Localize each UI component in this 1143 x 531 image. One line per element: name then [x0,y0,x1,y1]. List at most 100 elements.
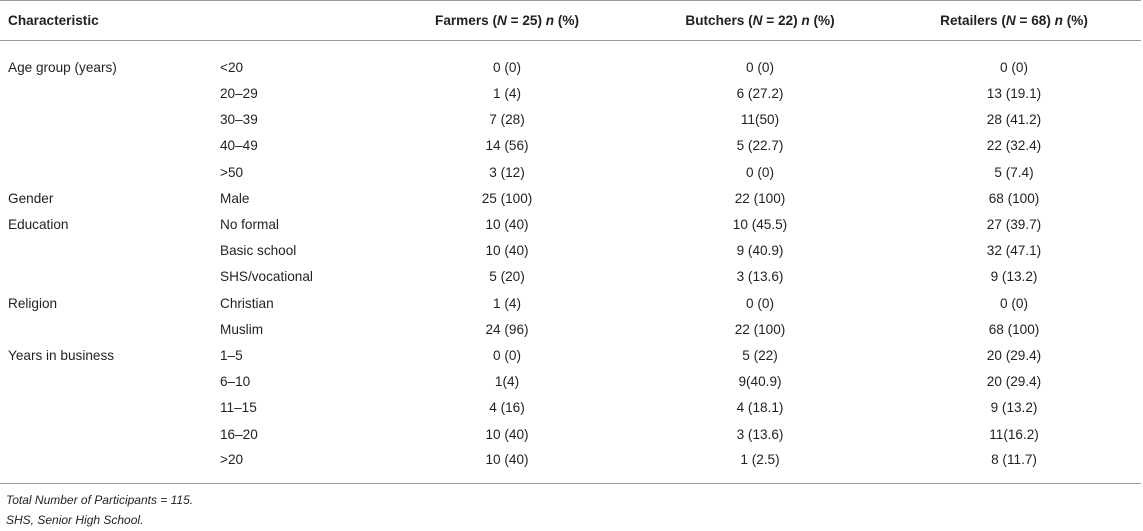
category-cell: Male [220,190,250,206]
table-row: Gender Male 25 (100) 22 (100) 68 (100) [0,185,1141,211]
table-row: 20–29 1 (4) 6 (27.2) 13 (19.1) [0,81,1141,107]
table-row: SHS/vocational 5 (20) 3 (13.6) 9 (13.2) [0,264,1141,290]
category-cell: 6–10 [220,374,251,390]
butchers-cell: 1 (2.5) [740,452,780,468]
retailers-cell: 20 (29.4) [986,347,1042,363]
retailers-cell: 0 (0) [1000,295,1028,311]
retailers-cell: 20 (29.4) [986,374,1042,390]
category-cell: Muslim [220,321,264,337]
table-row: Religion Christian 1 (4) 0 (0) 0 (0) [0,290,1141,316]
farmers-cell: 1 (4) [493,295,521,311]
table-row: >50 3 (12) 0 (0) 5 (7.4) [0,159,1141,185]
category-cell: 20–29 [220,86,258,102]
table-row: Basic school 10 (40) 9 (40.9) 32 (47.1) [0,238,1141,264]
retailers-cell: 13 (19.1) [986,86,1042,102]
retailers-cell: 68 (100) [988,190,1040,206]
retailers-cell: 27 (39.7) [986,217,1042,233]
characteristic-cell: Education [8,217,69,233]
retailers-cell: 0 (0) [1000,60,1028,76]
header-characteristic: Characteristic [8,13,99,28]
category-cell: >20 [220,452,244,468]
characteristic-cell [0,238,209,264]
butchers-cell: 11(50) [740,112,780,128]
farmers-cell: 0 (0) [493,347,521,363]
table-row: Muslim 24 (96) 22 (100) 68 (100) [0,316,1141,342]
farmers-cell: 10 (40) [485,243,529,259]
table-row: 30–39 7 (28) 11(50) 28 (41.2) [0,107,1141,133]
retailers-cell: 22 (32.4) [986,138,1042,154]
table-row: Years in business 1–5 0 (0) 5 (22) 20 (2… [0,342,1141,368]
retailers-cell: 9 (13.2) [990,269,1038,285]
farmers-cell: 0 (0) [493,60,521,76]
butchers-cell: 5 (22.7) [736,138,784,154]
category-cell: SHS/vocational [220,269,313,285]
butchers-cell: 0 (0) [746,60,774,76]
butchers-cell: 5 (22) [742,347,778,363]
characteristic-cell: Religion [8,295,58,311]
retailers-cell: 28 (41.2) [986,112,1042,128]
butchers-cell: 3 (13.6) [736,269,784,285]
header-farmers: Farmers (N = 25) n (%) [435,13,579,28]
farmers-cell: 1 (4) [493,86,521,102]
retailers-cell: 8 (11.7) [991,452,1037,468]
characteristic-cell [0,369,209,395]
characteristic-cell [0,81,209,107]
category-cell: 30–39 [220,112,258,128]
farmers-cell: 1(4) [494,374,520,390]
retailers-cell: 9 (13.2) [990,400,1038,416]
characteristic-cell [0,447,209,483]
table-row: Education No formal 10 (40) 10 (45.5) 27… [0,211,1141,237]
category-cell: No formal [220,217,279,233]
category-cell: Basic school [220,243,297,259]
retailers-cell: 32 (47.1) [986,243,1042,259]
characteristic-cell [0,133,209,159]
footnote-total: Total Number of Participants = 115. [6,493,194,507]
butchers-cell: 9(40.9) [738,374,782,390]
characteristic-cell: Age group (years) [8,60,117,76]
header-retailers: Retailers (N = 68) n (%) [940,13,1088,28]
butchers-cell: 3 (13.6) [736,426,784,442]
category-cell: 40–49 [220,138,258,154]
category-cell: >50 [220,164,244,180]
retailers-cell: 11(16.2) [989,426,1039,442]
table-header-row: Characteristic Farmers (N = 25) n (%) Bu… [0,0,1142,41]
farmers-cell: 5 (20) [489,269,525,285]
butchers-cell: 10 (45.5) [732,217,788,233]
category-cell: <20 [220,60,244,76]
farmers-cell: 14 (56) [485,138,529,154]
characteristic-cell: Gender [8,190,54,206]
characteristic-cell: Years in business [8,347,115,363]
table-row: Age group (years) <20 0 (0) 0 (0) 0 (0) [0,41,1141,81]
table-row: >20 10 (40) 1 (2.5) 8 (11.7) [0,447,1142,484]
butchers-cell: 22 (100) [734,190,786,206]
farmers-cell: 25 (100) [481,190,533,206]
characteristic-cell [0,159,209,185]
table-body: Age group (years) <20 0 (0) 0 (0) 0 (0) … [0,41,1142,484]
category-cell: Christian [220,295,274,311]
table-row: 11–15 4 (16) 4 (18.1) 9 (13.2) [0,395,1141,421]
butchers-cell: 6 (27.2) [736,86,784,102]
characteristic-cell [0,421,209,447]
farmers-cell: 10 (40) [485,452,529,468]
retailers-cell: 5 (7.4) [994,164,1034,180]
farmers-cell: 7 (28) [489,112,525,128]
characteristic-cell [0,316,209,342]
butchers-cell: 9 (40.9) [736,243,784,259]
category-cell: 11–15 [220,400,257,416]
characteristic-cell [0,107,209,133]
farmers-cell: 24 (96) [485,321,529,337]
characteristic-cell [0,395,209,421]
butchers-cell: 0 (0) [746,164,774,180]
category-cell: 1–5 [220,347,243,363]
butchers-cell: 4 (18.1) [736,400,784,416]
table-row: 40–49 14 (56) 5 (22.7) 22 (32.4) [0,133,1141,159]
retailers-cell: 68 (100) [988,321,1040,337]
characteristic-cell [0,264,209,290]
participants-table: Characteristic Farmers (N = 25) n (%) Bu… [0,0,1142,484]
table-row: 6–10 1(4) 9(40.9) 20 (29.4) [0,369,1141,395]
farmers-cell: 10 (40) [485,426,529,442]
butchers-cell: 22 (100) [734,321,786,337]
header-butchers: Butchers (N = 22) n (%) [685,13,835,28]
table-row: 16–20 10 (40) 3 (13.6) 11(16.2) [0,421,1141,447]
